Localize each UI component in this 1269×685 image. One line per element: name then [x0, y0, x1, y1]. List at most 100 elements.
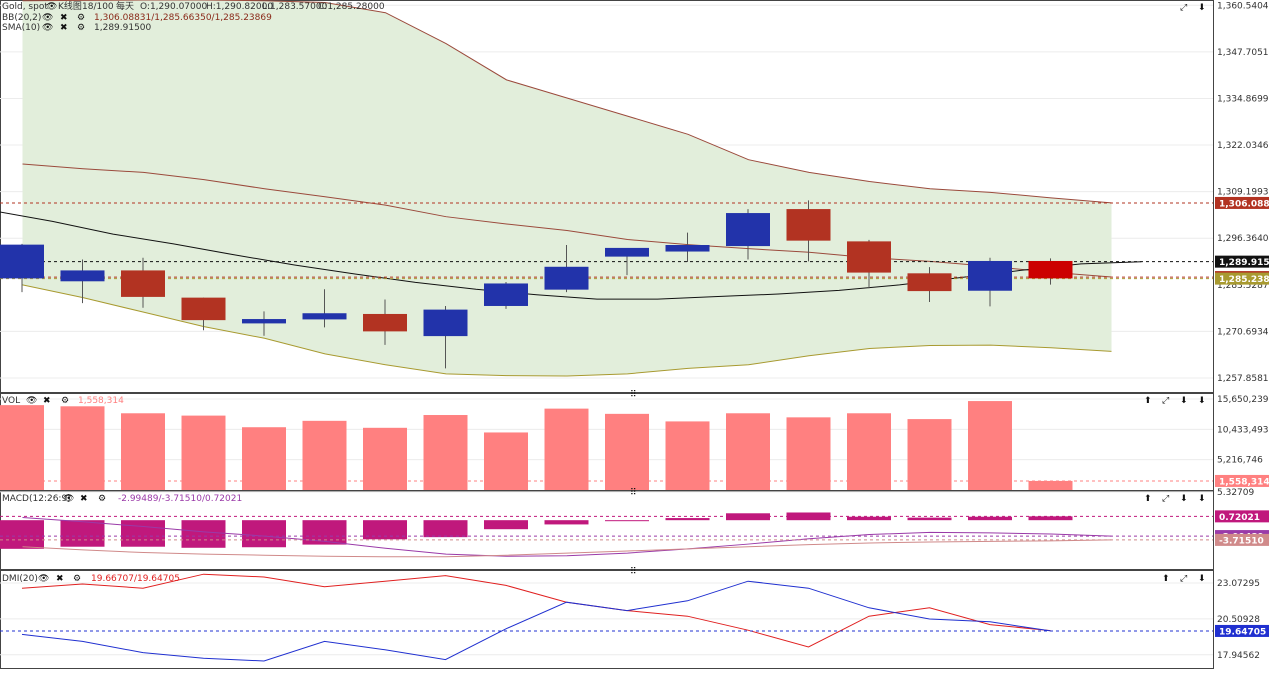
arrow-down-icon[interactable]: ⬇: [1198, 494, 1206, 504]
candle-body: [665, 245, 710, 252]
volume-bar[interactable]: [181, 415, 226, 490]
candle[interactable]: [1028, 258, 1073, 285]
gear-icon[interactable]: ⚙: [98, 494, 106, 504]
candle[interactable]: [968, 257, 1012, 307]
candle[interactable]: [665, 232, 710, 263]
macd-histogram-bar[interactable]: [60, 520, 105, 547]
dmi-value-tag: 19.64705: [1215, 624, 1269, 637]
close-icon[interactable]: ✖: [43, 396, 51, 406]
macd-histogram-bar[interactable]: [544, 520, 589, 525]
candle[interactable]: [726, 209, 770, 260]
volume-bar[interactable]: [302, 420, 347, 490]
candle[interactable]: [423, 305, 468, 369]
gear-icon[interactable]: ⚙: [73, 574, 81, 584]
macd-histogram-bar[interactable]: [847, 516, 891, 521]
candle[interactable]: [302, 289, 347, 328]
gear-icon[interactable]: ⚙: [77, 23, 85, 33]
arrow-down-icon[interactable]: ⬇: [1180, 396, 1188, 406]
close-value: C:1,285.28000: [318, 2, 385, 12]
macd-histogram-bar[interactable]: [907, 517, 952, 521]
volume-bar[interactable]: [1028, 480, 1073, 490]
price-axis-tick: 1,283.52875: [1217, 281, 1269, 291]
arrow-down-icon[interactable]: ⬇: [1198, 396, 1206, 406]
expand-icon[interactable]: ⤢: [1179, 3, 1187, 13]
drag-handle-icon[interactable]: ⠿: [630, 566, 637, 577]
macd-histogram-bar[interactable]: [121, 520, 165, 547]
arrow-up-icon[interactable]: ⬆: [1144, 494, 1152, 504]
candle[interactable]: [0, 243, 44, 293]
arrow-up-icon[interactable]: ⬆: [1162, 574, 1170, 584]
candle[interactable]: [363, 299, 407, 345]
macd-histogram-bar[interactable]: [968, 516, 1012, 521]
eye-icon[interactable]: 👁: [38, 574, 49, 584]
volume-bar[interactable]: [605, 413, 649, 490]
candle[interactable]: [484, 282, 528, 309]
macd-histogram-bar[interactable]: [0, 520, 44, 549]
dmi-panel[interactable]: [0, 573, 1213, 662]
macd-histogram-bar[interactable]: [605, 520, 649, 522]
price-panel[interactable]: [0, 0, 1213, 377]
macd-histogram-bar[interactable]: [786, 512, 831, 521]
volume-bar[interactable]: [423, 415, 468, 490]
macd-histogram-bar[interactable]: [726, 513, 770, 521]
gear-icon[interactable]: ⚙: [61, 396, 69, 406]
macd-histogram-bar[interactable]: [484, 520, 528, 530]
eye-icon[interactable]: 👁: [42, 13, 53, 23]
arrow-down-icon[interactable]: ⬇: [1198, 574, 1206, 584]
arrow-up-icon[interactable]: ⬆: [1144, 396, 1152, 406]
close-icon[interactable]: ✖: [56, 574, 64, 584]
expand-icon[interactable]: ⤢: [1179, 574, 1187, 584]
macd-histogram-bar[interactable]: [363, 520, 407, 540]
volume-bar[interactable]: [907, 419, 952, 490]
value-tag-text: 19.64705: [1219, 627, 1266, 637]
macd-histogram-bar[interactable]: [181, 520, 226, 548]
eye-icon[interactable]: 👁: [26, 396, 37, 406]
volume-bar[interactable]: [242, 427, 286, 490]
volume-panel[interactable]: [0, 401, 1213, 490]
chart-type-label: K线图: [58, 0, 82, 12]
eye-icon[interactable]: 👁: [46, 2, 57, 12]
drag-handle-icon[interactable]: ⠿: [630, 389, 637, 400]
candle[interactable]: [786, 200, 831, 262]
macd-histogram-bar[interactable]: [665, 518, 710, 521]
volume-header: VOL 👁 ✖ ⚙ 1,558,314 ⬆ ⤢ ⬇ ⬇: [2, 396, 1206, 406]
candle[interactable]: [60, 259, 105, 304]
candle[interactable]: [544, 245, 589, 293]
candle[interactable]: [847, 239, 891, 289]
eye-icon[interactable]: 👁: [63, 494, 74, 504]
eye-icon[interactable]: 👁: [42, 23, 53, 33]
arrow-down-icon[interactable]: ⬇: [1198, 3, 1206, 13]
volume-bar[interactable]: [786, 417, 831, 490]
candle[interactable]: [181, 297, 226, 331]
expand-icon[interactable]: ⤢: [1161, 494, 1169, 504]
gear-icon[interactable]: ⚙: [77, 13, 85, 23]
candle[interactable]: [907, 267, 952, 302]
macd-histogram-bar[interactable]: [423, 520, 468, 538]
candle[interactable]: [121, 257, 165, 308]
volume-bar[interactable]: [544, 408, 589, 490]
close-icon[interactable]: ✖: [60, 23, 68, 33]
drag-handle-icon[interactable]: ⠿: [630, 487, 637, 498]
candle-body: [302, 313, 347, 320]
volume-bar[interactable]: [665, 421, 710, 490]
dmi-header: DMI(20) 👁 ✖ ⚙ 19.66707/19.64705 ⬆ ⤢ ⬇: [2, 574, 1206, 584]
price-value-tag: 1,306.08831: [1215, 196, 1269, 209]
volume-bar[interactable]: [121, 413, 165, 490]
volume-bar[interactable]: [0, 405, 44, 490]
volume-bar[interactable]: [847, 413, 891, 490]
macd-histogram-bar[interactable]: [1028, 516, 1073, 521]
candle[interactable]: [605, 247, 649, 276]
macd-panel[interactable]: [0, 512, 1213, 558]
close-icon[interactable]: ✖: [80, 494, 88, 504]
arrow-down-icon[interactable]: ⬇: [1180, 494, 1188, 504]
candle[interactable]: [242, 311, 286, 336]
volume-bar[interactable]: [363, 427, 407, 490]
volume-bar[interactable]: [726, 413, 770, 490]
expand-icon[interactable]: ⤢: [1161, 396, 1169, 406]
volume-bar[interactable]: [60, 406, 105, 490]
close-icon[interactable]: ✖: [60, 13, 68, 23]
volume-bar[interactable]: [484, 432, 528, 490]
macd-histogram-bar[interactable]: [242, 520, 286, 548]
volume-bar[interactable]: [968, 401, 1012, 490]
